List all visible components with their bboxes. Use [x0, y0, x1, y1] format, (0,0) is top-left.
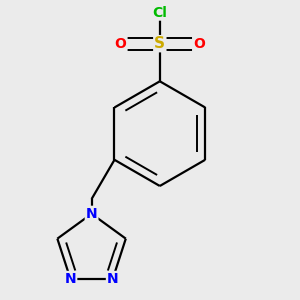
Text: O: O	[193, 37, 205, 51]
Text: O: O	[115, 37, 127, 51]
Text: N: N	[86, 207, 98, 221]
Text: S: S	[154, 36, 165, 51]
Text: Cl: Cl	[152, 6, 167, 20]
Text: N: N	[64, 272, 76, 286]
Text: N: N	[107, 272, 118, 286]
